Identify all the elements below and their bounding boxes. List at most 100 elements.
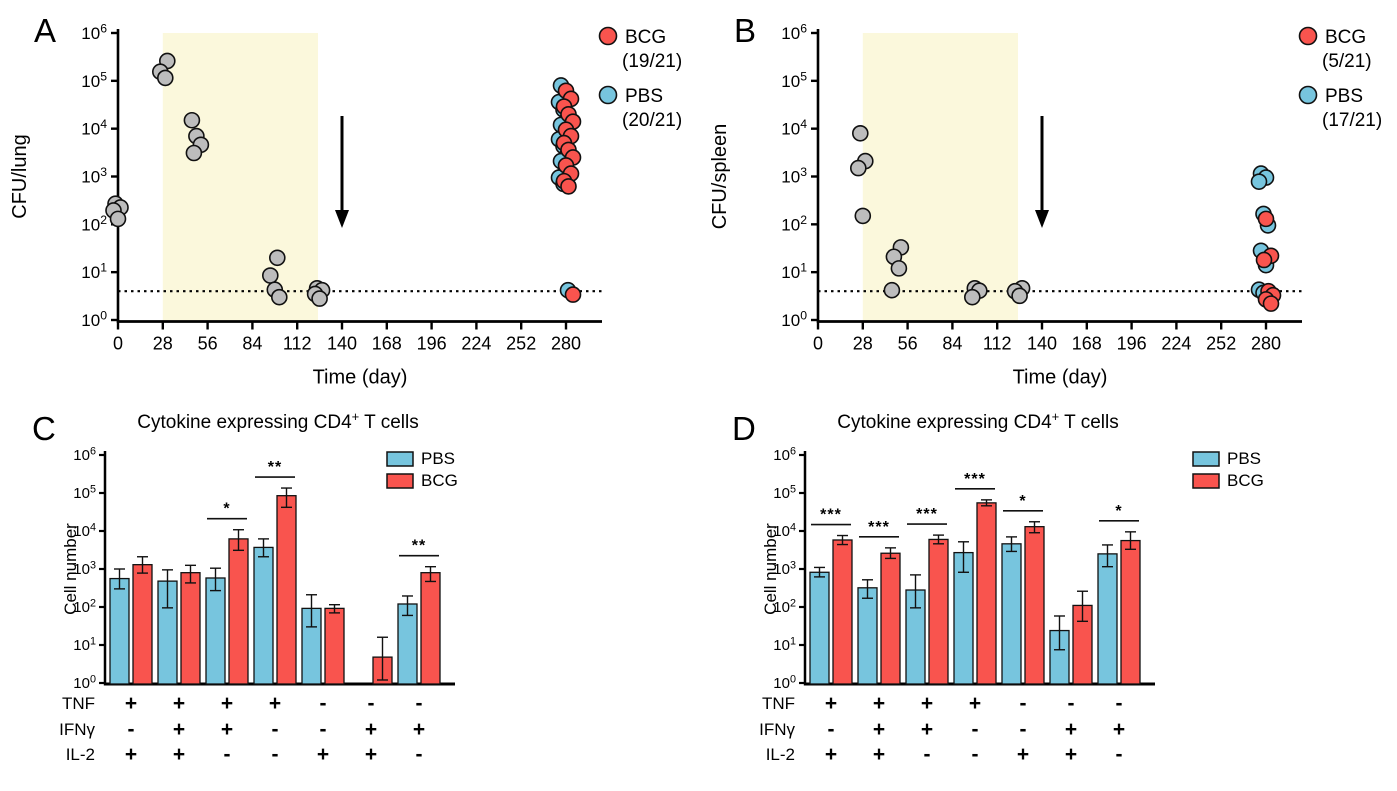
x-tick-label: 224 xyxy=(461,334,491,354)
y-tick-label: 104 xyxy=(781,117,807,138)
matrix-sign: - xyxy=(224,743,231,766)
legend-swatch-BCG xyxy=(1192,473,1220,489)
y-tick-label: 100 xyxy=(73,673,96,692)
y-tick-label: 102 xyxy=(81,213,107,234)
matrix-sign: + xyxy=(1065,718,1077,741)
x-tick-label: 28 xyxy=(153,334,173,354)
matrix-sign: + xyxy=(873,743,885,766)
matrix-sign: + xyxy=(173,718,185,741)
matrix-sign: - xyxy=(924,743,931,766)
y-tick-label: 105 xyxy=(73,483,96,502)
chart-title: Cytokine expressing CD4+ T cells xyxy=(837,409,1118,433)
matrix-sign: - xyxy=(1020,692,1027,715)
legend-label: PBS xyxy=(1325,86,1363,107)
bar-BCG-2 xyxy=(880,552,901,685)
legend-label: PBS xyxy=(625,86,663,107)
legend-count: (19/21) xyxy=(622,51,682,72)
matrix-sign: - xyxy=(972,743,979,766)
matrix-sign: + xyxy=(269,692,281,715)
matrix-row-label: IFNγ xyxy=(59,720,95,739)
y-axis-label: CFU/lung xyxy=(9,134,31,218)
bar-PBS-3 xyxy=(205,577,226,685)
bar-PBS-1 xyxy=(809,571,830,685)
significance-stars: * xyxy=(1019,493,1026,510)
y-tick-label: 105 xyxy=(81,69,107,90)
x-tick-label: 252 xyxy=(1206,334,1236,354)
data-points-BCG xyxy=(555,82,582,303)
matrix-sign: + xyxy=(969,692,981,715)
bar-BCG-5 xyxy=(324,607,345,685)
legend-swatch-PBS xyxy=(386,451,414,467)
significance-stars: * xyxy=(223,501,230,518)
legend-swatch-BCG xyxy=(386,473,414,489)
data-point-BCG xyxy=(1257,210,1275,228)
treatment-window-shading xyxy=(162,33,318,322)
matrix-sign: - xyxy=(828,718,835,741)
chart-title: Cytokine expressing CD4+ T cells xyxy=(137,409,418,433)
legend-marker-PBS xyxy=(598,85,618,105)
x-tick-label: 0 xyxy=(813,334,823,354)
y-tick-label: 105 xyxy=(781,69,807,90)
significance-stars: *** xyxy=(820,507,842,524)
x-axis-label: Time (day) xyxy=(313,367,408,389)
data-point-naive xyxy=(850,159,867,177)
x-tick-label: 140 xyxy=(1027,334,1057,354)
timepoint-arrowhead xyxy=(335,210,349,228)
y-tick-label: 101 xyxy=(773,635,796,654)
x-tick-label: 84 xyxy=(942,334,962,354)
matrix-sign: + xyxy=(365,718,377,741)
matrix-sign: + xyxy=(1065,743,1077,766)
legend-label: PBS xyxy=(421,449,455,468)
y-tick-label: 101 xyxy=(781,261,807,282)
y-tick-label: 106 xyxy=(73,445,96,464)
matrix-sign: - xyxy=(416,743,423,766)
x-tick-label: 280 xyxy=(1251,334,1281,354)
matrix-sign: + xyxy=(1113,718,1125,741)
panel-letter: D xyxy=(732,410,756,447)
significance-stars: *** xyxy=(964,471,986,488)
x-axis-label: Time (day) xyxy=(1013,367,1108,389)
matrix-sign: - xyxy=(272,743,279,766)
bar-BCG-4 xyxy=(976,502,997,685)
y-tick-label: 100 xyxy=(773,673,796,692)
matrix-sign: + xyxy=(317,743,329,766)
bar-BCG-2 xyxy=(180,572,201,685)
bar-BCG-5 xyxy=(1024,526,1045,685)
matrix-sign: + xyxy=(413,718,425,741)
data-point-BCG xyxy=(1262,295,1280,312)
matrix-sign: - xyxy=(272,718,279,741)
matrix-sign: + xyxy=(921,692,933,715)
x-tick-label: 280 xyxy=(551,334,581,354)
legend-count: (20/21) xyxy=(622,110,682,131)
x-tick-label: 56 xyxy=(198,334,218,354)
y-axis-label: Cell number xyxy=(61,523,80,615)
y-axis-label: Cell number xyxy=(761,523,780,615)
y-tick-label: 100 xyxy=(81,309,107,330)
legend-marker-BCG xyxy=(1298,26,1318,46)
data-point-naive xyxy=(311,290,328,307)
legend-marker-PBS xyxy=(1298,85,1318,105)
panel-letter: C xyxy=(32,410,56,447)
data-point-naive xyxy=(1011,287,1028,305)
matrix-sign: + xyxy=(221,718,233,741)
data-point-naive xyxy=(854,207,872,225)
data-point-naive xyxy=(268,249,286,267)
y-tick-label: 103 xyxy=(781,165,807,186)
data-point-naive xyxy=(109,210,127,228)
data-points-PBS xyxy=(1250,165,1277,302)
x-tick-label: 168 xyxy=(372,334,402,354)
matrix-sign: + xyxy=(221,692,233,715)
matrix-sign: + xyxy=(125,692,137,715)
significance-stars: ** xyxy=(268,459,282,476)
x-tick-label: 168 xyxy=(1072,334,1102,354)
data-point-naive xyxy=(157,69,174,87)
significance-stars: ** xyxy=(412,538,426,555)
matrix-sign: - xyxy=(1116,743,1123,766)
legend-label: BCG xyxy=(1227,471,1264,490)
matrix-row-label: IL-2 xyxy=(66,745,95,764)
data-points-naive xyxy=(105,52,331,307)
data-point-naive xyxy=(183,111,201,129)
x-tick-label: 196 xyxy=(417,334,447,354)
